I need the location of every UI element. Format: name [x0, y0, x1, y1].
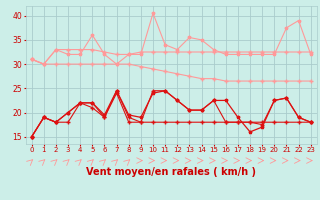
X-axis label: Vent moyen/en rafales ( km/h ): Vent moyen/en rafales ( km/h )	[86, 167, 256, 177]
